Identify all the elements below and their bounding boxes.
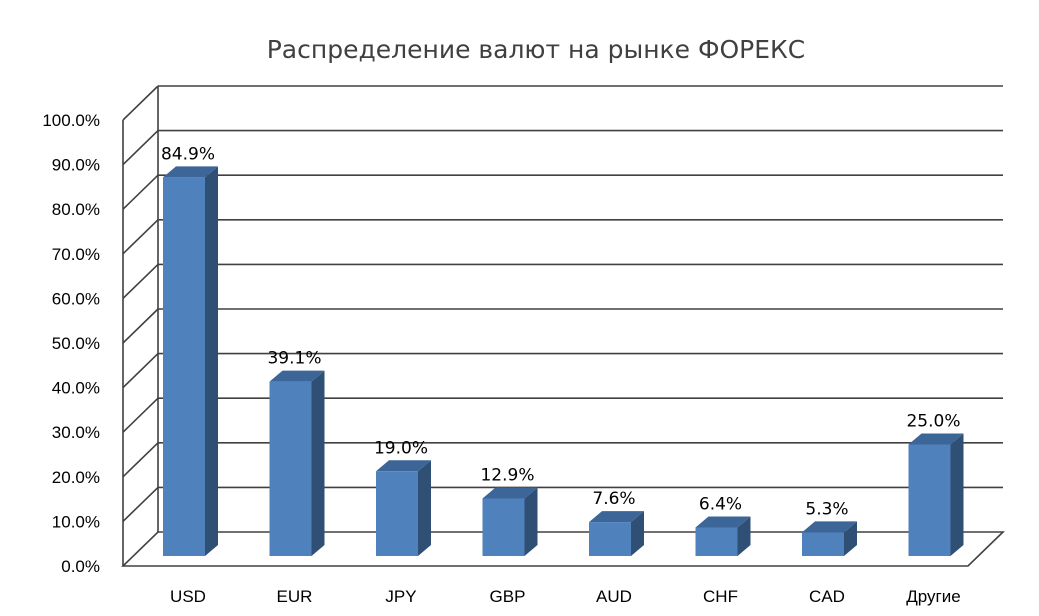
- bar-top: [482, 487, 538, 499]
- bar-top: [695, 516, 751, 528]
- bar-front: [695, 527, 738, 556]
- bar-top: [589, 511, 644, 523]
- bar-top: [908, 433, 964, 445]
- bar-side: [311, 370, 325, 556]
- bar-top: [269, 370, 325, 382]
- bar-Другие: [908, 433, 964, 556]
- x-category-label: EUR: [277, 587, 313, 606]
- gridline-side: [122, 442, 159, 478]
- bar-front: [376, 471, 418, 556]
- x-category-label: GBP: [490, 587, 526, 606]
- bar-top: [802, 521, 857, 533]
- data-label: 7.6%: [592, 489, 635, 509]
- bar-CHF: [695, 516, 751, 556]
- data-label: 84.9%: [161, 144, 215, 164]
- data-label: 12.9%: [480, 465, 534, 485]
- bar-front: [802, 532, 844, 556]
- chart-title: Распределение валют на рынке ФОРЕКС: [267, 35, 806, 64]
- x-category-label: USD: [170, 587, 206, 606]
- x-category-label: CHF: [703, 587, 738, 606]
- bar-GBP: [482, 487, 538, 556]
- x-category-label: JPY: [385, 587, 416, 606]
- grid-layer: [121, 85, 1005, 567]
- data-label: 39.1%: [267, 349, 321, 369]
- bar-side: [205, 166, 218, 556]
- gridline-side: [122, 174, 159, 210]
- bars: [163, 166, 964, 556]
- bar-side: [950, 433, 964, 556]
- bar-side: [737, 516, 751, 556]
- x-axis-category-labels: USD EUR JPY GBP AUD CHF CAD Другие: [170, 587, 961, 606]
- x-category-label: CAD: [809, 587, 845, 606]
- gridline-side: [122, 486, 159, 522]
- gridline-side: [122, 263, 159, 299]
- data-labels: 84.9% 39.1% 19.0% 12.9% 7.6% 6.4% 5.3% 25.0%: [161, 144, 961, 519]
- y-tick-label: 30.0%: [52, 423, 100, 442]
- bar-front: [589, 522, 631, 556]
- gridline-side: [122, 85, 159, 121]
- bar-front: [269, 381, 312, 556]
- bar-side: [418, 460, 431, 556]
- bar-JPY: [376, 460, 431, 556]
- bar-EUR: [269, 370, 325, 556]
- gridline-side: [122, 130, 159, 166]
- y-tick-label: 20.0%: [52, 468, 100, 487]
- y-tick-label: 10.0%: [52, 512, 100, 531]
- bar-side: [631, 511, 644, 556]
- x-category-label: Другие: [906, 587, 960, 606]
- bar-side: [844, 521, 857, 556]
- x-category-label: AUD: [596, 587, 632, 606]
- y-tick-label: 80.0%: [52, 200, 100, 219]
- bar-front: [482, 498, 525, 556]
- y-tick-label: 40.0%: [52, 379, 100, 398]
- y-tick-label: 90.0%: [52, 156, 100, 175]
- bar-USD: [163, 166, 218, 556]
- y-axis-tick-labels: 0.0% 10.0% 20.0% 30.0% 40.0% 50.0% 60.0% 70.0% 8…: [42, 111, 100, 576]
- bar-front: [908, 444, 951, 556]
- bar-AUD: [589, 511, 644, 556]
- gridline-side: [122, 219, 159, 255]
- bar-front: [163, 177, 205, 556]
- bar-CAD: [802, 521, 857, 556]
- y-tick-label: 100.0%: [42, 111, 100, 130]
- bar-top: [163, 166, 218, 178]
- bar-side: [524, 487, 538, 556]
- y-tick-label: 60.0%: [52, 289, 100, 308]
- bar-top: [376, 460, 431, 472]
- data-label: 25.0%: [906, 412, 960, 432]
- gridline-side: [122, 397, 159, 433]
- y-tick-label: 70.0%: [52, 245, 100, 264]
- data-label: 19.0%: [374, 438, 428, 458]
- gridline-side: [122, 353, 159, 389]
- y-tick-label: 50.0%: [52, 334, 100, 353]
- gridline-side: [122, 308, 159, 344]
- y-tick-label: 0.0%: [61, 557, 100, 576]
- data-label: 5.3%: [805, 499, 848, 519]
- data-label: 6.4%: [699, 494, 742, 514]
- floor: [121, 531, 1005, 567]
